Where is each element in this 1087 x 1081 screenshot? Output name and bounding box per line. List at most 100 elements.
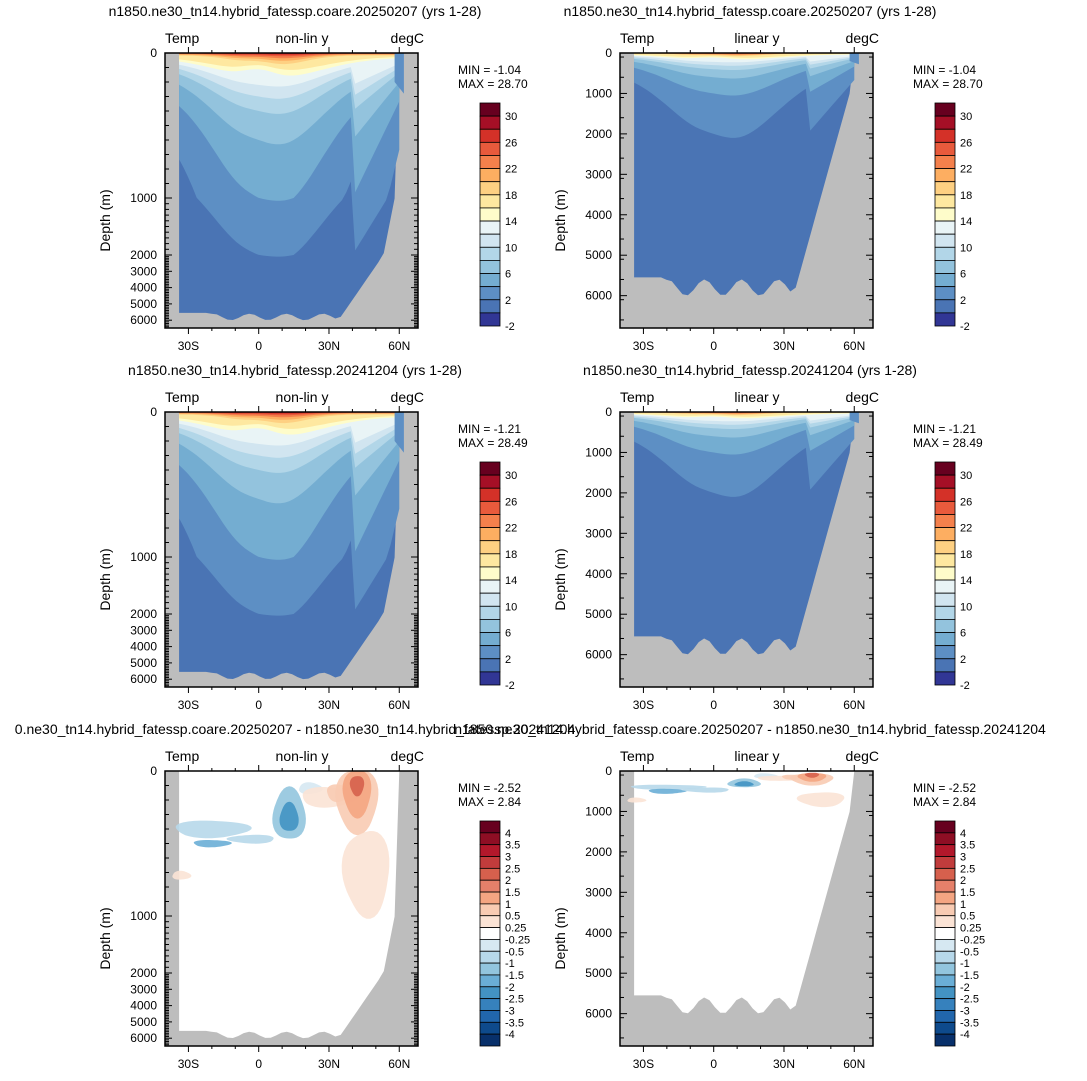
colorbar-swatch [934,962,956,976]
colorbar-swatch [934,998,956,1011]
colorbar-label: 1 [505,899,511,911]
x-tick-label: 30S [633,1057,654,1071]
y-tick-label: 3000 [130,264,157,278]
panel-title: n1850.ne30_tn14.hybrid_fatessp.20241204 … [583,362,917,378]
colorbar-swatch [934,566,956,581]
colorbar-label: -3 [505,1005,515,1017]
colorbar-swatch [479,273,501,288]
colorbar-label: -2 [505,680,515,692]
variable-label: Temp [620,30,654,46]
colorbar-swatch [934,286,956,301]
colorbar-swatch [934,915,956,928]
colorbar-swatch [479,1021,501,1035]
colorbar-swatch [479,950,501,964]
arctic-cold-water [394,412,404,453]
y-scale-label: linear y [734,748,779,764]
colorbar-label: 6 [505,628,511,640]
y-tick-label: 3000 [585,167,612,181]
colorbar-label: 2.5 [960,863,975,875]
colorbar-swatch [479,474,501,489]
colorbar-label: 18 [505,549,517,561]
y-tick-label: 1000 [130,550,157,564]
colorbar-label: -1 [960,958,970,970]
colorbar-label: -2 [960,982,970,994]
y-tick-label: 4000 [130,640,157,654]
variable-label: Temp [165,748,199,764]
colorbar-swatch [934,207,956,222]
colorbar-swatch [479,168,501,183]
x-tick-label: 30N [773,698,795,712]
colorbar-label: -4 [505,1029,515,1041]
colorbar-label: 14 [505,216,517,228]
colorbar-swatch [479,579,501,594]
y-scale-label: non-lin y [276,389,329,405]
colorbar-swatch [934,1010,956,1023]
colorbar-swatch [934,856,956,869]
colorbar-swatch [479,927,501,940]
colorbar-swatch [479,527,501,542]
panel-2: 0 1000 2000 3000 4000 5000 6000 30S 0 30N 60N Depth… [552,3,983,353]
colorbar-label: 30 [505,111,517,123]
colorbar-label: -3 [960,1005,970,1017]
colorbar-label: -2 [505,982,515,994]
colorbar-swatch [934,527,956,542]
y-tick-label: 1000 [585,804,612,818]
colorbar-swatch [934,246,956,261]
anomaly-blob [681,787,729,793]
y-axis-label: Depth (m) [552,907,568,969]
units-label: degC [846,389,879,405]
panel-4: 0 1000 2000 3000 4000 5000 6000 30S 0 30N 60N Depth… [552,362,983,712]
colorbar-swatch [479,891,501,905]
colorbar-swatch [934,592,956,607]
colorbar-label: 2 [505,295,511,307]
x-tick-label: 60N [843,1057,865,1071]
colorbar-label: -1 [505,958,515,970]
colorbar-swatch [934,500,956,515]
panel-title: 0.ne30_tn14.hybrid_fatessp.coare.2025020… [15,721,576,737]
min-label: MIN = -2.52 [458,781,521,795]
colorbar-swatch [479,939,501,952]
x-tick-label: 30S [178,698,199,712]
colorbar-swatch [479,128,501,143]
colorbar-label: 2 [960,875,966,887]
colorbar-swatch [479,194,501,209]
colorbar-label: 10 [505,601,517,613]
arctic-cold-water [394,53,404,94]
colorbar-swatch [934,1021,956,1035]
y-tick-label: 2000 [585,486,612,500]
colorbar-swatch [479,207,501,222]
colorbar-label: 6 [505,269,511,281]
colorbar-label: 0.25 [505,923,526,935]
colorbar-swatch [479,540,501,555]
x-tick-label: 60N [388,698,410,712]
units-label: degC [391,30,424,46]
colorbar-label: 3.5 [960,840,975,852]
colorbar-label: 10 [960,601,972,613]
colorbar-swatch [479,879,501,893]
colorbar-swatch [934,102,956,117]
y-axis-label: Depth (m) [97,907,113,969]
anomaly-blob [226,834,274,844]
y-tick-label: 5000 [585,607,612,621]
y-scale-label: non-lin y [276,30,329,46]
colorbar: 30 26 22 18 14 10 6 2 -2 [934,461,972,692]
plot-area [620,53,873,328]
axes-frame [619,411,874,688]
colorbar: 30 26 22 18 14 10 6 2 -2 [934,102,972,333]
y-tick-label: 0 [150,46,157,60]
colorbar-swatch [934,194,956,209]
colorbar-label: -2 [960,680,970,692]
colorbar-label: 1 [960,899,966,911]
colorbar-label: 18 [505,190,517,202]
anomaly-blob [627,797,647,803]
colorbar-label: 22 [960,523,972,535]
anomaly-blob [172,870,192,880]
x-tick-label: 30S [178,1057,199,1071]
colorbar-swatch [934,141,956,156]
variable-label: Temp [165,30,199,46]
colorbar-swatch [934,487,956,502]
colorbar-label: 2.5 [505,863,520,875]
y-tick-label: 3000 [585,885,612,899]
max-label: MAX = 28.49 [913,436,983,450]
y-tick-label: 5000 [130,1015,157,1029]
